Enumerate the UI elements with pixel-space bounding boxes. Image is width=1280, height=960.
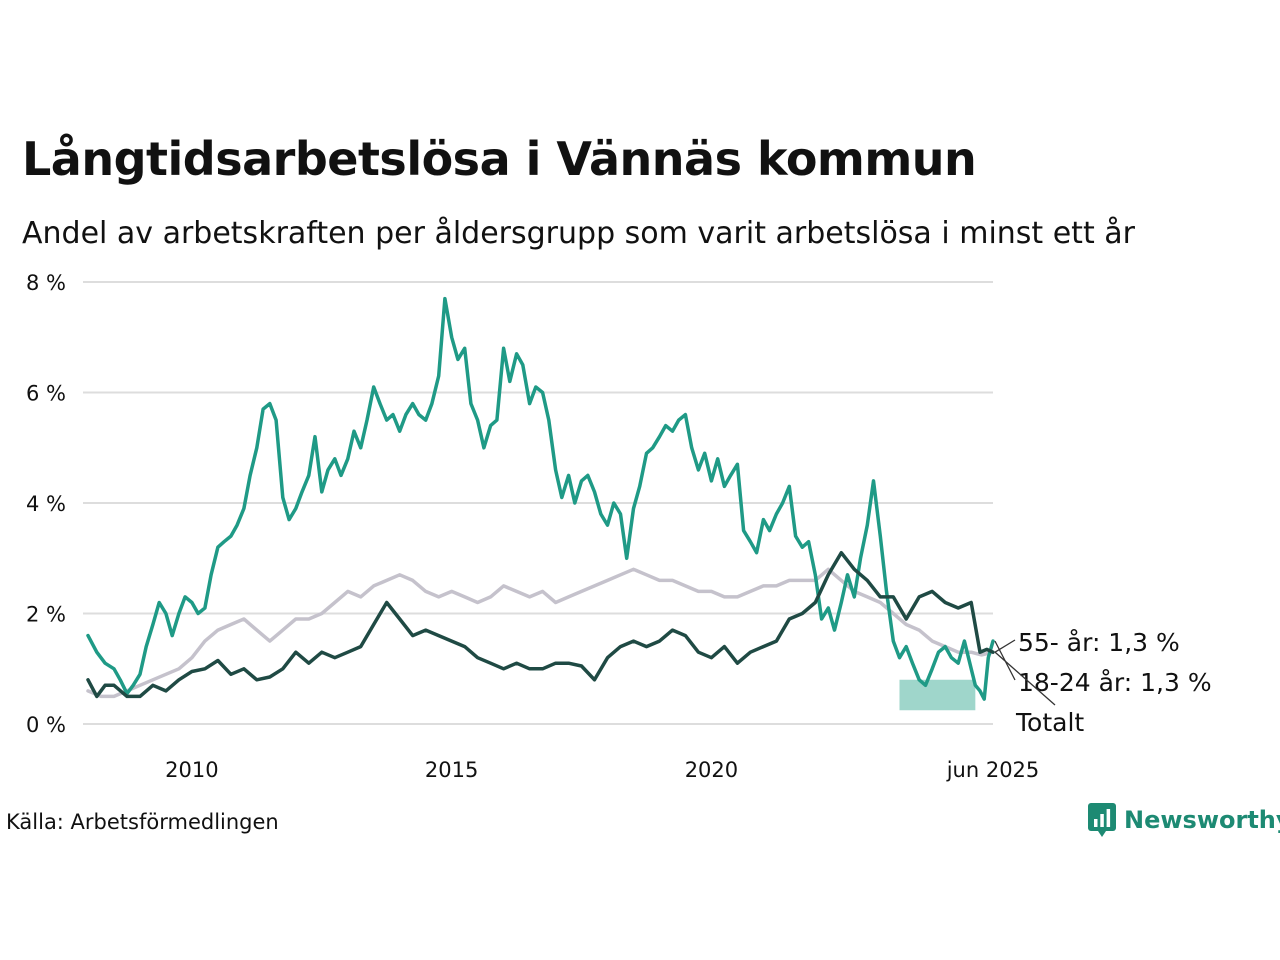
series-line-totalt — [86, 550, 995, 699]
y-tick-label: 0 % — [26, 713, 66, 737]
chart-subtitle: Andel av arbetskraften per åldersgrupp s… — [22, 216, 1135, 251]
x-tick-label: 2010 — [165, 758, 218, 782]
y-tick-label: 8 % — [26, 271, 66, 295]
end-label: 18-24 år: 1,3 % — [1018, 668, 1212, 697]
x-tick-label: jun 2025 — [946, 758, 1040, 782]
newsworthy-icon — [1088, 803, 1116, 837]
logo-text: Newsworthy — [1124, 806, 1280, 834]
x-tick-label: 2015 — [425, 758, 478, 782]
annotation-leader — [994, 639, 1016, 653]
y-tick-label: 6 % — [26, 382, 66, 406]
newsworthy-logo: Newsworthy — [1088, 803, 1280, 837]
y-tick-label: 2 % — [26, 603, 66, 627]
uncertainty-band-18-24 — [899, 679, 976, 711]
y-tick-label: 4 % — [26, 492, 66, 516]
x-tick-label: 2020 — [685, 758, 738, 782]
series-line-18-24 — [86, 296, 995, 701]
end-label: 55- år: 1,3 % — [1018, 628, 1180, 657]
annotation-leader — [994, 651, 1056, 706]
chart-title: Långtidsarbetslösa i Vännäs kommun — [22, 132, 977, 186]
end-label: Totalt — [1015, 708, 1084, 737]
source-note: Källa: Arbetsförmedlingen — [6, 810, 279, 834]
